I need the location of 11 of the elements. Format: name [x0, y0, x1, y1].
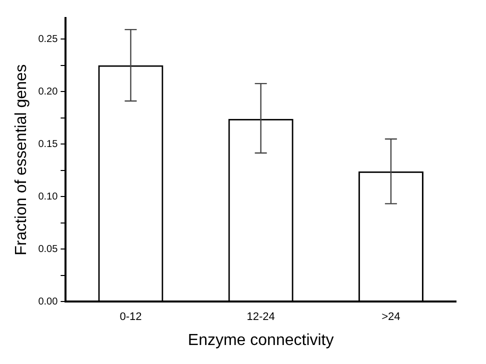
x-axis-title: Enzyme connectivity [188, 332, 334, 349]
x-tick-label: 12-24 [246, 311, 275, 324]
y-tick-label: 0.00 [38, 296, 58, 308]
x-tick-label: >24 [382, 311, 400, 324]
y-tick-label: 0.20 [38, 86, 58, 98]
x-tick-label: 0-12 [120, 311, 142, 324]
y-tick-label: 0.10 [38, 191, 58, 202]
y-tick-label: 0.05 [38, 244, 58, 255]
y-axis-title: Fraction of essential genes [13, 64, 30, 256]
y-tick-label: 0.25 [38, 34, 58, 45]
y-tick-label: 0.15 [38, 138, 58, 150]
